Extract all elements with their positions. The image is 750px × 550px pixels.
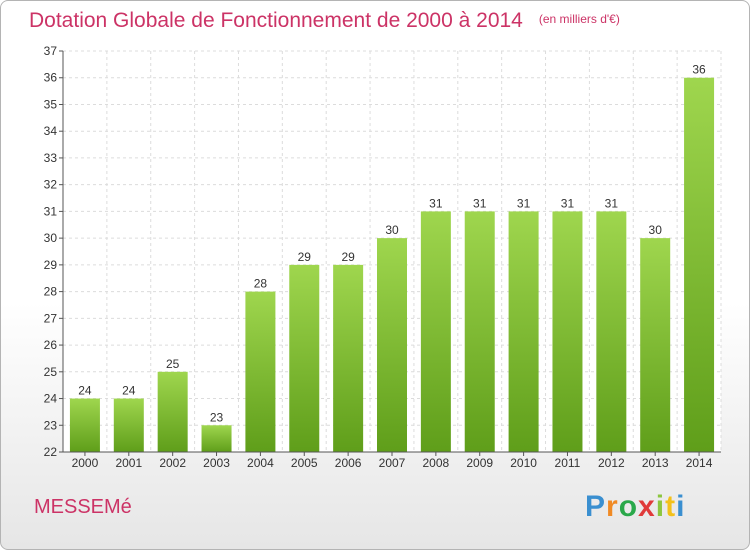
y-tick-label: 22 xyxy=(44,445,58,459)
data-label: 29 xyxy=(298,250,312,264)
data-label: 30 xyxy=(649,223,663,237)
data-label: 31 xyxy=(429,196,443,210)
bar xyxy=(377,238,407,452)
bar xyxy=(289,264,320,452)
data-label: 28 xyxy=(254,277,268,291)
logo-letter: i xyxy=(655,490,666,523)
data-label: 31 xyxy=(561,196,575,210)
x-tick-label: 2013 xyxy=(642,456,669,470)
y-tick-label: 28 xyxy=(44,285,58,299)
logo-letter: i xyxy=(676,490,686,523)
bar xyxy=(684,77,715,452)
y-tick-label: 31 xyxy=(44,204,58,218)
y-tick-label: 25 xyxy=(44,365,58,379)
y-tick-label: 23 xyxy=(44,418,58,432)
y-tick-label: 30 xyxy=(44,231,58,245)
y-tick-label: 35 xyxy=(44,97,58,111)
x-tick-label: 2007 xyxy=(379,456,406,470)
x-tick-label: 2001 xyxy=(115,456,142,470)
x-tick-label: 2009 xyxy=(466,456,493,470)
data-label: 24 xyxy=(78,384,92,398)
x-tick-label: 2008 xyxy=(423,456,450,470)
x-tick-label: 2004 xyxy=(247,456,274,470)
logo-letter: r xyxy=(606,490,619,523)
bar xyxy=(464,211,495,452)
chart-unit: (en milliers d'€) xyxy=(538,12,620,26)
bar xyxy=(333,264,364,452)
data-label: 23 xyxy=(210,410,224,424)
y-tick-label: 32 xyxy=(44,178,58,192)
x-tick-label: 2012 xyxy=(598,456,625,470)
x-tick-label: 2003 xyxy=(203,456,230,470)
x-tick-label: 2002 xyxy=(159,456,186,470)
data-label: 29 xyxy=(341,250,355,264)
bar xyxy=(508,211,539,452)
bar xyxy=(113,398,144,452)
logo-letter: P xyxy=(585,490,607,523)
y-tick-label: 37 xyxy=(44,44,58,58)
y-tick-label: 26 xyxy=(44,338,58,352)
data-label: 36 xyxy=(692,63,706,77)
data-label: 30 xyxy=(385,223,399,237)
x-tick-label: 2005 xyxy=(291,456,318,470)
x-tick-label: 2011 xyxy=(555,456,581,470)
data-label: 31 xyxy=(605,196,619,210)
data-label: 25 xyxy=(166,357,180,371)
x-tick-label: 2006 xyxy=(335,456,362,470)
commune-name: MESSEMé xyxy=(34,496,132,518)
bar xyxy=(596,211,627,452)
logo-letter: x xyxy=(638,490,656,523)
bar xyxy=(640,238,671,452)
y-tick-label: 27 xyxy=(44,311,58,325)
bar xyxy=(245,291,276,452)
proxiti-logo: Proxiti xyxy=(585,490,685,524)
bar xyxy=(552,211,583,452)
data-label: 24 xyxy=(122,384,136,398)
x-tick-label: 2014 xyxy=(686,456,713,470)
bar xyxy=(157,371,188,452)
bar xyxy=(420,211,451,452)
y-tick-label: 29 xyxy=(44,258,58,272)
data-label: 31 xyxy=(517,196,531,210)
chart-title-text: Dotation Globale de Fonctionnement de 20… xyxy=(29,9,523,32)
y-tick-label: 34 xyxy=(44,124,58,138)
y-tick-label: 36 xyxy=(44,71,58,85)
bar xyxy=(201,425,232,452)
y-tick-label: 33 xyxy=(44,151,58,165)
x-tick-label: 2010 xyxy=(510,456,537,470)
bar xyxy=(69,398,100,452)
logo-letter: t xyxy=(665,490,677,523)
y-tick-label: 24 xyxy=(44,392,58,406)
data-label: 31 xyxy=(473,196,487,210)
x-tick-label: 2000 xyxy=(72,456,99,470)
chart-title: Dotation Globale de Fonctionnement de 20… xyxy=(29,9,620,33)
logo-letter: o xyxy=(618,490,639,523)
